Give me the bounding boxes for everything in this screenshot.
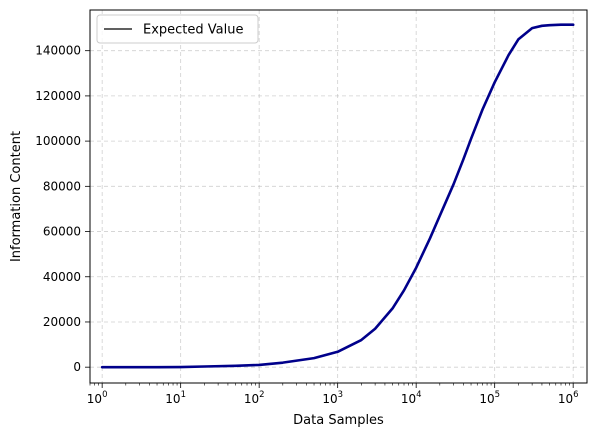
x-tick-label: 101 bbox=[165, 390, 186, 406]
y-axis: 0 20000 40000 60000 80000 100000 120000 140000 bbox=[35, 44, 90, 374]
x-tick-label: 106 bbox=[558, 390, 579, 406]
x-tick-label: 103 bbox=[322, 390, 343, 406]
y-tick-label: 20000 bbox=[43, 315, 81, 329]
legend-label: Expected Value bbox=[143, 23, 243, 38]
x-tick-label: 105 bbox=[479, 390, 500, 406]
grid bbox=[90, 10, 587, 383]
y-tick-label: 0 bbox=[73, 360, 81, 374]
y-tick-label: 100000 bbox=[35, 134, 81, 148]
y-tick-label: 140000 bbox=[35, 44, 81, 58]
x-tick-label: 100 bbox=[87, 390, 108, 406]
y-axis-label: Information Content bbox=[9, 131, 24, 262]
legend-box bbox=[96, 14, 259, 44]
x-tick-label: 102 bbox=[244, 390, 265, 406]
plot-frame bbox=[89, 9, 588, 384]
y-tick-label: 120000 bbox=[35, 89, 81, 103]
y-tick-label: 60000 bbox=[43, 225, 81, 239]
plot-area bbox=[90, 10, 587, 383]
x-tick-label: 104 bbox=[401, 390, 422, 406]
series-layer bbox=[100, 23, 575, 369]
x-axis: 100 101 102 103 104 105 106 bbox=[87, 383, 579, 406]
y-tick-label: 80000 bbox=[43, 179, 81, 193]
x-axis-label: Data Samples bbox=[293, 413, 384, 428]
series-line bbox=[100, 23, 575, 369]
y-tick-label: 40000 bbox=[43, 270, 81, 284]
legend: Expected Value bbox=[96, 14, 259, 44]
